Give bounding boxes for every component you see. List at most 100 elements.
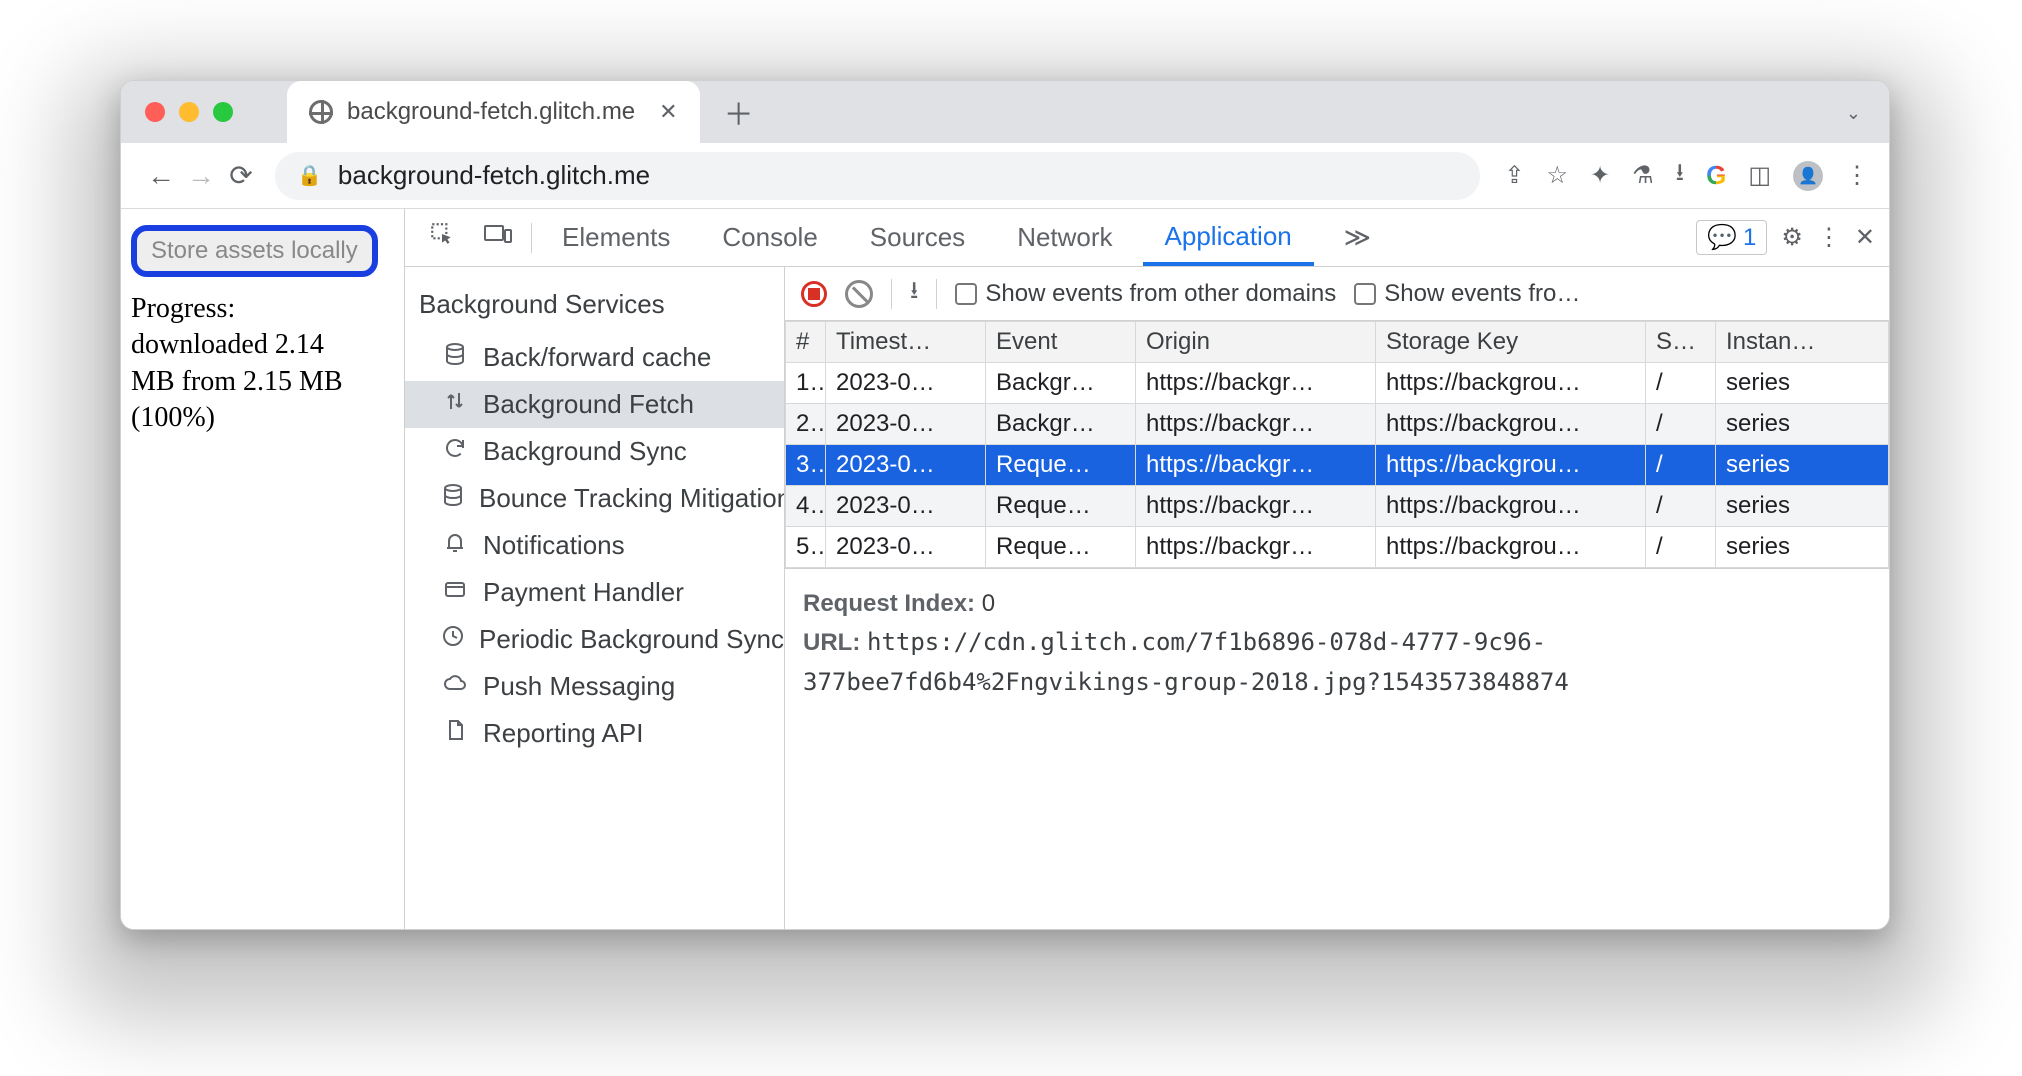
close-devtools-button[interactable]: ✕ — [1855, 223, 1875, 252]
sidebar-item-label: Payment Handler — [483, 577, 684, 608]
issues-badge[interactable]: 💬 1 — [1696, 220, 1767, 255]
extensions-icon[interactable]: ✦ — [1590, 161, 1610, 190]
close-tab-button[interactable]: ✕ — [659, 99, 677, 125]
sidebar-item-label: Reporting API — [483, 718, 643, 749]
table-row[interactable]: 3.2023-0…Reque…https://backgr…https://ba… — [786, 445, 1889, 486]
settings-icon[interactable]: ⚙ — [1781, 223, 1803, 252]
db-icon — [441, 342, 469, 373]
show-events-checkbox[interactable]: Show events fro… — [1354, 280, 1580, 308]
minimize-window-button[interactable] — [179, 102, 199, 122]
cell: https://backgr… — [1136, 445, 1376, 486]
sidebar-item-background-sync[interactable]: Background Sync — [405, 428, 784, 475]
clock-icon — [441, 624, 465, 655]
more-tabs-button[interactable]: ≫ — [1322, 212, 1393, 263]
address-bar[interactable]: 🔒 background-fetch.glitch.me — [275, 152, 1480, 200]
devtools: Elements Console Sources Network Applica… — [405, 209, 1889, 929]
labs-icon[interactable]: ⚗ — [1632, 161, 1654, 190]
clear-button[interactable] — [845, 280, 873, 308]
sidebar-item-label: Back/forward cache — [483, 342, 711, 373]
table-row[interactable]: 4.2023-0…Reque…https://backgr…https://ba… — [786, 486, 1889, 527]
tab-network[interactable]: Network — [995, 212, 1134, 263]
browser-tab[interactable]: background-fetch.glitch.me ✕ — [287, 81, 700, 143]
table-row[interactable]: 5.2023-0…Reque…https://backgr…https://ba… — [786, 527, 1889, 568]
application-main: ⭳ Show events from other domains Show ev… — [785, 267, 1889, 929]
cell: 2023-0… — [826, 445, 986, 486]
device-toggle-icon[interactable] — [473, 215, 523, 260]
sidebar-item-notifications[interactable]: Notifications — [405, 522, 784, 569]
bookmark-icon[interactable]: ☆ — [1547, 161, 1569, 190]
col-instance[interactable]: Instan… — [1716, 322, 1889, 363]
maximize-window-button[interactable] — [213, 102, 233, 122]
sidebar-item-push-messaging[interactable]: Push Messaging — [405, 663, 784, 710]
event-detail: Request Index: 0 URL: https://cdn.glitch… — [785, 569, 1889, 718]
col-index[interactable]: # — [786, 322, 826, 363]
progress-text: Progress: downloaded 2.14 MB from 2.15 M… — [131, 291, 394, 437]
sidebar-item-background-fetch[interactable]: Background Fetch — [405, 381, 784, 428]
tab-application[interactable]: Application — [1143, 211, 1314, 266]
separator — [891, 279, 892, 309]
db-icon — [441, 483, 465, 514]
lock-icon: 🔒 — [297, 163, 322, 188]
store-assets-button[interactable]: Store assets locally — [131, 225, 378, 277]
share-icon[interactable]: ⇪ — [1504, 161, 1524, 190]
col-s[interactable]: S… — [1646, 322, 1716, 363]
url-label: URL: — [803, 629, 860, 656]
chrome-menu-button[interactable]: ⋮ — [1845, 161, 1869, 190]
show-other-domains-checkbox[interactable]: Show events from other domains — [955, 280, 1336, 308]
cell: / — [1646, 527, 1716, 568]
tabs-dropdown-button[interactable]: ⌄ — [1846, 103, 1861, 124]
events-table: # Timest… Event Origin Storage Key S… In… — [785, 321, 1889, 569]
sidebar-item-reporting-api[interactable]: Reporting API — [405, 710, 784, 757]
cell: 3. — [786, 445, 826, 486]
forward-button[interactable]: → — [181, 160, 221, 192]
sidebar-item-payment-handler[interactable]: Payment Handler — [405, 569, 784, 616]
cell: Reque… — [986, 445, 1136, 486]
save-icon[interactable]: ⭳ — [910, 273, 918, 314]
chat-icon: 💬 — [1707, 223, 1737, 252]
profile-avatar[interactable]: 👤 — [1793, 161, 1823, 191]
reload-button[interactable]: ⟳ — [221, 159, 261, 192]
table-header-row: # Timest… Event Origin Storage Key S… In… — [786, 322, 1889, 363]
sidebar-item-back-forward-cache[interactable]: Back/forward cache — [405, 334, 784, 381]
cell: 2023-0… — [826, 486, 986, 527]
sidebar-item-bounce-tracking-mitigation[interactable]: Bounce Tracking Mitigation — [405, 475, 784, 522]
tab-sources[interactable]: Sources — [848, 212, 987, 263]
sidepanel-icon[interactable]: ◫ — [1748, 161, 1771, 190]
cell: series — [1716, 404, 1889, 445]
issues-count: 1 — [1743, 224, 1756, 252]
cell: / — [1646, 404, 1716, 445]
inspect-icon[interactable] — [419, 215, 465, 260]
cell: series — [1716, 445, 1889, 486]
url-text: background-fetch.glitch.me — [338, 160, 650, 191]
doc-icon — [441, 718, 469, 749]
progress-label: Progress: — [131, 293, 235, 324]
globe-icon — [309, 100, 333, 124]
devtools-menu-button[interactable]: ⋮ — [1817, 223, 1841, 252]
google-icon[interactable]: G — [1706, 160, 1726, 191]
devtools-tabbar: Elements Console Sources Network Applica… — [405, 209, 1889, 267]
sidebar-item-periodic-background-sync[interactable]: Periodic Background Sync — [405, 616, 784, 663]
col-timestamp[interactable]: Timest… — [826, 322, 986, 363]
new-tab-button[interactable]: ＋ — [724, 90, 754, 134]
back-button[interactable]: ← — [141, 160, 181, 192]
card-icon — [441, 577, 469, 608]
tab-elements[interactable]: Elements — [540, 212, 692, 263]
record-button[interactable] — [801, 281, 827, 307]
sidebar-item-label: Background Sync — [483, 436, 687, 467]
col-storage-key[interactable]: Storage Key — [1376, 322, 1646, 363]
cell: https://backgrou… — [1376, 486, 1646, 527]
cell: 2. — [786, 404, 826, 445]
sidebar-item-label: Push Messaging — [483, 671, 675, 702]
cell: https://backgrou… — [1376, 527, 1646, 568]
table-row[interactable]: 1.2023-0…Backgr…https://backgr…https://b… — [786, 363, 1889, 404]
toolbar-right: ⇪ ☆ ✦ ⚗ ⭳ G ◫ 👤 ⋮ — [1504, 155, 1869, 196]
tab-console[interactable]: Console — [700, 212, 839, 263]
cell: https://backgrou… — [1376, 445, 1646, 486]
close-window-button[interactable] — [145, 102, 165, 122]
downloads-icon[interactable]: ⭳ — [1676, 155, 1684, 196]
cell: Backgr… — [986, 363, 1136, 404]
col-origin[interactable]: Origin — [1136, 322, 1376, 363]
col-event[interactable]: Event — [986, 322, 1136, 363]
toolbar: ← → ⟳ 🔒 background-fetch.glitch.me ⇪ ☆ ✦… — [121, 143, 1889, 209]
table-row[interactable]: 2.2023-0…Backgr…https://backgr…https://b… — [786, 404, 1889, 445]
